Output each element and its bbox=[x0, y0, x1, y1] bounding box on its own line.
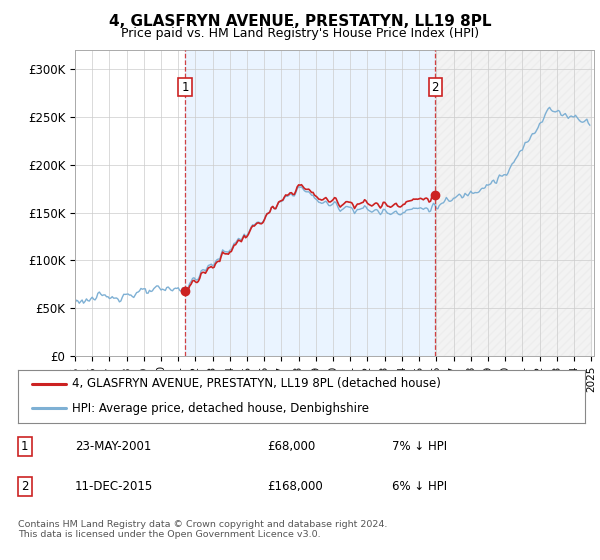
Bar bbox=[185, 50, 436, 356]
Text: 23-MAY-2001: 23-MAY-2001 bbox=[75, 440, 151, 453]
Text: 7% ↓ HPI: 7% ↓ HPI bbox=[392, 440, 448, 453]
Text: 1: 1 bbox=[21, 440, 29, 453]
Text: £68,000: £68,000 bbox=[268, 440, 316, 453]
Text: Price paid vs. HM Land Registry's House Price Index (HPI): Price paid vs. HM Land Registry's House … bbox=[121, 27, 479, 40]
Bar bbox=[436, 50, 591, 356]
Text: 1: 1 bbox=[181, 81, 189, 94]
Text: 4, GLASFRYN AVENUE, PRESTATYN, LL19 8PL (detached house): 4, GLASFRYN AVENUE, PRESTATYN, LL19 8PL … bbox=[72, 377, 441, 390]
Text: £168,000: £168,000 bbox=[268, 480, 323, 493]
Text: 2: 2 bbox=[21, 480, 29, 493]
Text: 4, GLASFRYN AVENUE, PRESTATYN, LL19 8PL: 4, GLASFRYN AVENUE, PRESTATYN, LL19 8PL bbox=[109, 14, 491, 29]
Text: 2: 2 bbox=[431, 81, 439, 94]
Text: 11-DEC-2015: 11-DEC-2015 bbox=[75, 480, 153, 493]
Text: Contains HM Land Registry data © Crown copyright and database right 2024.
This d: Contains HM Land Registry data © Crown c… bbox=[18, 520, 388, 539]
Text: HPI: Average price, detached house, Denbighshire: HPI: Average price, detached house, Denb… bbox=[72, 402, 369, 415]
Text: 6% ↓ HPI: 6% ↓ HPI bbox=[392, 480, 448, 493]
